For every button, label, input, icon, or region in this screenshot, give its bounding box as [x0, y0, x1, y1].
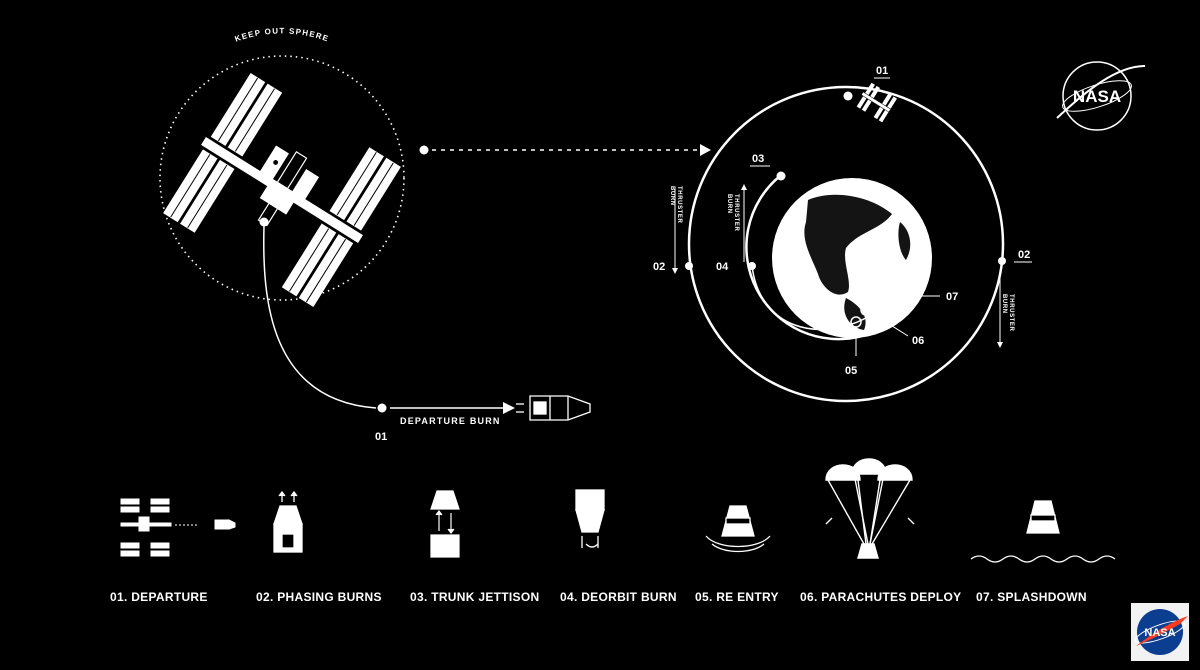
thruster-burn-label-left: THRUSTERBURN: [669, 186, 682, 224]
small-iss-icon: [856, 82, 897, 123]
marker-06-dot: [860, 304, 872, 316]
marker-03-dot: [776, 171, 786, 181]
step-03-icon: [430, 490, 460, 558]
thruster-burn-label-right: THRUSTERBURN: [1001, 294, 1014, 332]
marker-02-right-dot: [998, 257, 1006, 265]
step-04-label: 04. DEORBIT BURN: [560, 590, 677, 604]
marker-04: 04: [716, 261, 729, 273]
nasa-logo: NASA: [1131, 603, 1189, 661]
departure-start-dot: [259, 217, 269, 227]
iss-icon: [163, 73, 401, 307]
step-01-icon: [120, 498, 236, 557]
step-06-label: 06. PARACHUTES DEPLOY: [800, 590, 961, 604]
marker-05: 05: [845, 365, 857, 377]
marker-02-left-dot: [685, 262, 693, 270]
marker-03: 03: [752, 153, 764, 165]
departure-burn-label: DEPARTURE BURN: [400, 416, 501, 426]
step-labels: 01. DEPARTURE 02. PHASING BURNS 03. TRUN…: [110, 590, 1087, 604]
step-07-icon: [970, 500, 1116, 563]
departure-path: [263, 225, 377, 409]
marker-01-top-dot: [843, 91, 853, 101]
marker-06: 06: [912, 335, 924, 347]
step-04-icon: [575, 489, 605, 548]
marker-01-top: 01: [876, 65, 888, 77]
step-07-label: 07. SPLASHDOWN: [976, 590, 1087, 604]
step-01-label: 01. DEPARTURE: [110, 590, 208, 604]
outer-orbit: [687, 85, 1005, 403]
transfer-start-dot: [419, 145, 429, 155]
step-06-icon: [825, 458, 915, 559]
step-02-icon: [273, 490, 303, 553]
keep-out-sphere-label: KEEP OUT SPHERE: [234, 26, 331, 43]
marker-02-right: 02: [1018, 249, 1030, 261]
orbit-markers: 01 02 THRUSTERBURN 03 THRUSTERBURN 04 02: [653, 65, 1032, 377]
marker-04-dot: [748, 262, 756, 270]
marker-02-left: 02: [653, 261, 665, 273]
thruster-burn-label-inner: THRUSTERBURN: [726, 194, 739, 232]
nasa-logo-outline-text: NASA: [1073, 87, 1121, 106]
departure-burn-dot: [377, 403, 387, 413]
step-05-icon: [705, 505, 771, 553]
inner-orbit: [745, 175, 863, 341]
transfer-arrowhead: [700, 144, 711, 156]
marker-07: 07: [946, 291, 958, 303]
reentry-path: [751, 265, 867, 331]
marker-05-dot: [850, 316, 862, 328]
step-03-label: 03. TRUNK JETTISON: [410, 590, 539, 604]
nasa-logo-outline: NASA: [1056, 61, 1146, 131]
nasa-logo-text: NASA: [1144, 627, 1175, 639]
marker-01-bottom: 01: [375, 431, 387, 443]
capsule-trunk-icon: [516, 395, 591, 421]
earth: [772, 178, 932, 338]
step-05-label: 05. RE ENTRY: [695, 590, 779, 604]
step-02-label: 02. PHASING BURNS: [256, 590, 382, 604]
